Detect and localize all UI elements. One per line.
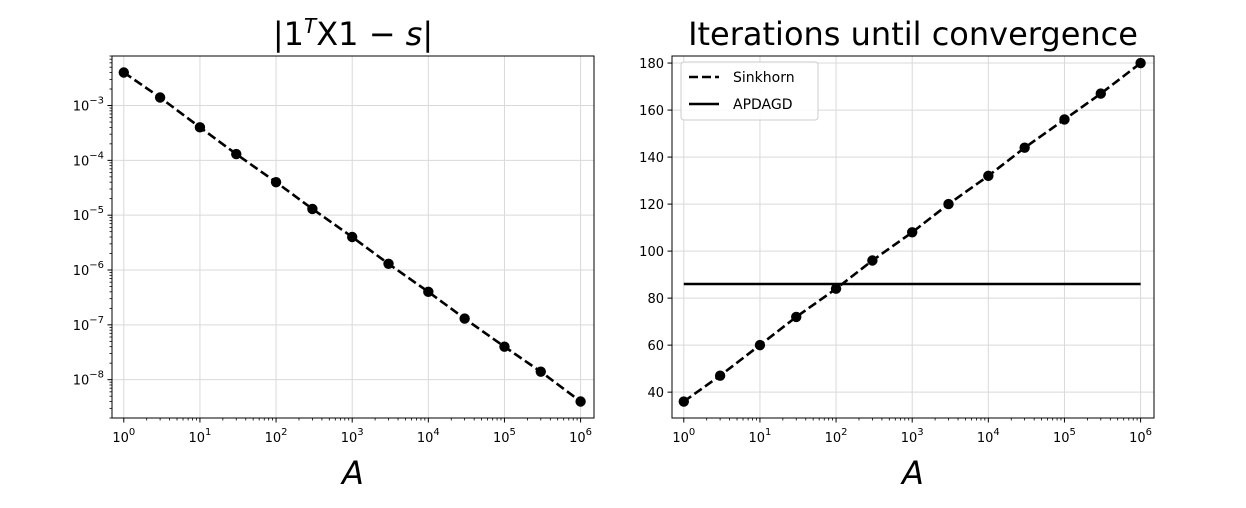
chart-title: |1TX1 − s|	[273, 14, 433, 53]
x-tick-label: 105	[1053, 427, 1076, 446]
data-point	[714, 370, 726, 381]
data-point	[383, 258, 394, 269]
y-tick-label: 160	[639, 104, 664, 119]
data-point	[1095, 88, 1106, 99]
x-axis-label: A	[340, 454, 364, 492]
plot-frame	[671, 55, 1155, 419]
x-tick-label: 101	[188, 427, 211, 446]
chart-1: 100 101 102 103 104 105 106 10−3 10−4 10−5 10−6 10−…	[73, 14, 595, 492]
data-point	[346, 231, 358, 243]
x-tick-label: 100	[672, 427, 695, 446]
data-point	[1019, 142, 1030, 153]
x-tick-label: 100	[112, 427, 135, 446]
x-axis-label: A	[900, 454, 924, 492]
y-tick-label: 10−5	[73, 205, 104, 224]
x-tick-label: 103	[341, 427, 364, 446]
plot-frame	[111, 55, 595, 419]
data-point	[499, 341, 510, 352]
chart-title: Iterations until convergence	[688, 15, 1138, 53]
y-tick-label: 10−6	[73, 260, 104, 279]
y-tick-label: 40	[647, 386, 664, 401]
data-point	[791, 311, 802, 323]
x-tick-label: 103	[901, 427, 924, 446]
data-point	[983, 170, 994, 182]
data-point	[423, 286, 434, 298]
legend: Sinkhorn APDAGD	[680, 61, 819, 121]
y-tick-label: 10−4	[73, 150, 104, 169]
y-tick-label: 140	[639, 151, 664, 166]
data-point	[459, 313, 470, 324]
data-point	[118, 67, 129, 78]
y-tick-label: 10−8	[73, 370, 104, 389]
data-point	[535, 366, 546, 377]
y-tick-label: 80	[647, 292, 664, 307]
data-point	[307, 203, 318, 215]
x-tick-label: 101	[748, 427, 771, 446]
y-tick-label: 10−3	[73, 96, 104, 115]
x-tick-label: 104	[417, 427, 440, 446]
y-tick-label: 10−7	[73, 315, 104, 334]
legend-label-1: Sinkhorn	[733, 70, 795, 86]
y-tick-label: 100	[639, 245, 664, 260]
x-tick-label: 106	[1129, 427, 1152, 446]
x-tick-label: 102	[825, 427, 848, 446]
x-tick-label: 105	[493, 427, 516, 446]
data-point	[270, 176, 282, 188]
data-point	[1135, 57, 1146, 69]
data-point	[678, 396, 689, 407]
chart-2: 100 101 102 103 104 105 106 40 60 80 100 120 140 160 1…	[639, 15, 1155, 492]
x-tick-label: 104	[977, 427, 1000, 446]
x-tick-label: 102	[265, 427, 288, 446]
y-tick-label: 180	[639, 57, 664, 72]
data-point	[943, 198, 954, 210]
data-point	[754, 339, 766, 351]
data-point	[194, 122, 206, 133]
x-tick-label: 106	[569, 427, 592, 446]
data-point	[154, 92, 166, 103]
y-tick-label: 120	[639, 198, 664, 213]
data-point	[830, 283, 842, 294]
data-point	[1059, 114, 1070, 125]
data-point	[867, 255, 878, 266]
data-point	[906, 227, 918, 238]
y-tick-label: 60	[647, 339, 664, 354]
data-point	[231, 148, 242, 160]
legend-label-2: APDAGD	[733, 97, 793, 113]
data-point	[575, 396, 586, 407]
